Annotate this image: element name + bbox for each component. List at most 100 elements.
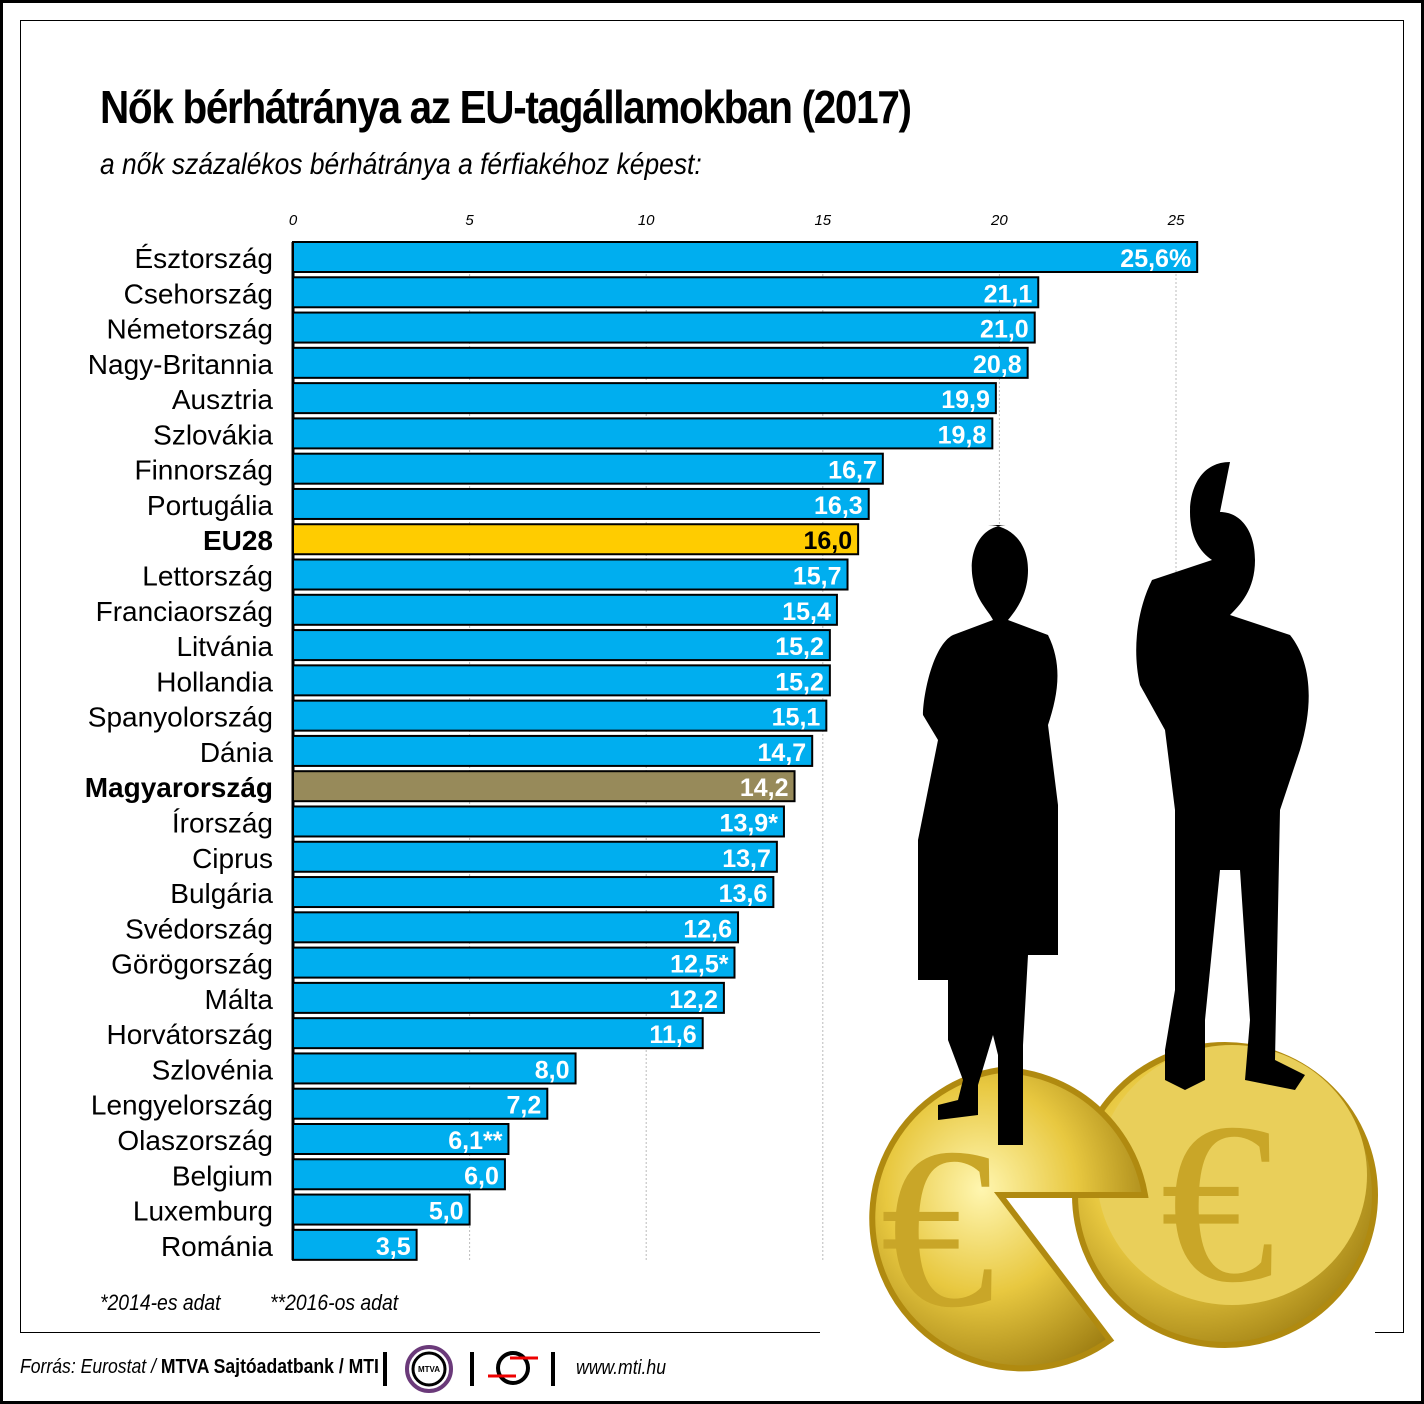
bar-Svédország [292,911,740,944]
category-label: Észtország [135,243,274,274]
bar-Franciaország [292,593,838,626]
value-label: 15,2 [775,633,824,661]
bar-EU28 [292,523,860,556]
value-label: 16,3 [814,492,863,520]
separator [551,1352,555,1386]
mti-logo-icon [488,1351,538,1385]
bar-Málta [292,981,725,1014]
divider [1375,1332,1403,1333]
separator [383,1352,387,1386]
x-tick-label: 0 [289,212,298,229]
bar-Ciprus [292,840,778,873]
category-label: Svédország [125,913,273,944]
value-label: 25,6% [1120,245,1191,273]
category-label: Szlovénia [152,1054,274,1085]
value-label: 14,2 [740,774,789,802]
value-label: 15,7 [793,563,842,591]
value-label: 16,7 [828,457,877,485]
x-tick-label: 15 [814,212,831,229]
category-label: Litvánia [176,631,273,662]
chart-panel [20,20,1404,1333]
value-label: 19,8 [938,421,987,449]
value-label: 6,1** [448,1127,502,1155]
bar-Litvánia [292,629,831,662]
category-label: Luxemburg [133,1196,273,1227]
value-label: 12,5* [670,951,729,979]
category-label: Bulgária [170,878,273,909]
bar-Portugália [292,487,870,520]
category-label: Lengyelország [91,1090,273,1121]
separator [470,1352,474,1386]
category-label: Horvátország [106,1019,273,1050]
bar-Luxemburg [292,1193,471,1226]
category-label: Finnország [134,455,273,486]
value-label: 16,0 [803,527,852,555]
category-label: Lettország [142,561,273,592]
bar-Hollandia [292,664,831,697]
x-tick-label: 25 [1167,212,1185,229]
category-label: Spanyolország [88,702,273,733]
category-label: Ciprus [192,843,273,874]
value-label: 20,8 [973,351,1022,379]
value-label: 13,7 [722,845,771,873]
category-label: Franciaország [96,596,273,627]
bar-Belgium [292,1158,506,1191]
x-tick-label: 5 [465,212,474,229]
value-label: 21,0 [980,316,1029,344]
category-label: Románia [161,1231,273,1262]
illustration-people-on-coins: € € [869,462,1378,1372]
bar-Görögország [292,946,736,979]
bar-Ausztria [292,382,997,415]
value-label: 12,6 [683,915,732,943]
woman-silhouette-icon [918,525,1058,1145]
bar-Magyarország [292,770,796,803]
bar-Észtország [292,241,1199,273]
bar-Dánia [292,734,814,767]
category-label: Portugália [147,490,274,521]
category-label: Dánia [200,737,274,768]
chart-subtitle: a nők százalékos bérhátránya a férfiakéh… [100,148,702,181]
bar-Szlovákia [292,417,994,450]
euro-symbol-icon: € [880,1100,995,1355]
source-bold: MTVA Sajtóadatbank / MTI [160,1356,379,1378]
value-label: 8,0 [535,1056,570,1084]
bar-Olaszország [292,1123,510,1155]
bar-Nagy-Britannia [292,346,1029,379]
coin-icon [1097,1045,1367,1305]
value-label: 5,0 [429,1198,464,1226]
category-label: Írország [172,807,273,838]
bar-Szlovénia [292,1052,577,1085]
value-label: 15,1 [772,704,821,732]
value-label: 12,2 [669,986,718,1014]
category-label: Magyarország [85,772,273,803]
footnote: *2014-es adat [100,1290,221,1315]
bar-Csehország [292,276,1040,309]
value-label: 21,1 [984,280,1033,308]
website-link[interactable]: www.mti.hu [576,1357,666,1379]
bar-Horvátország [292,1017,704,1050]
source-credit: Forrás: Eurostat / MTVA Sajtóadatbank / … [20,1356,379,1379]
x-tick-label: 10 [638,212,655,229]
bar-Finnország [292,452,884,485]
svg-text:MTVA: MTVA [418,1365,440,1374]
category-label: Málta [205,984,274,1015]
value-label: 7,2 [507,1092,542,1120]
value-label: 13,6 [719,880,768,908]
category-label: Szlovákia [153,419,273,450]
category-label: Hollandia [156,666,273,697]
category-label: Németország [106,314,273,345]
value-label: 6,0 [464,1162,499,1190]
value-label: 15,4 [782,598,831,626]
bar-Lettország [292,558,849,591]
value-label: 15,2 [775,668,824,696]
bar-Bulgária [292,876,775,909]
value-label: 3,5 [376,1233,411,1261]
category-label: Ausztria [172,384,274,415]
category-label: Nagy-Britannia [88,349,274,380]
mtva-logo-icon: MTVA [405,1345,453,1393]
footnote: **2016-os adat [270,1290,399,1315]
value-label: 13,9* [720,809,779,837]
chart-title: Nők bérhátránya az EU-tagállamokban (201… [100,81,912,133]
value-label: 14,7 [758,739,807,767]
